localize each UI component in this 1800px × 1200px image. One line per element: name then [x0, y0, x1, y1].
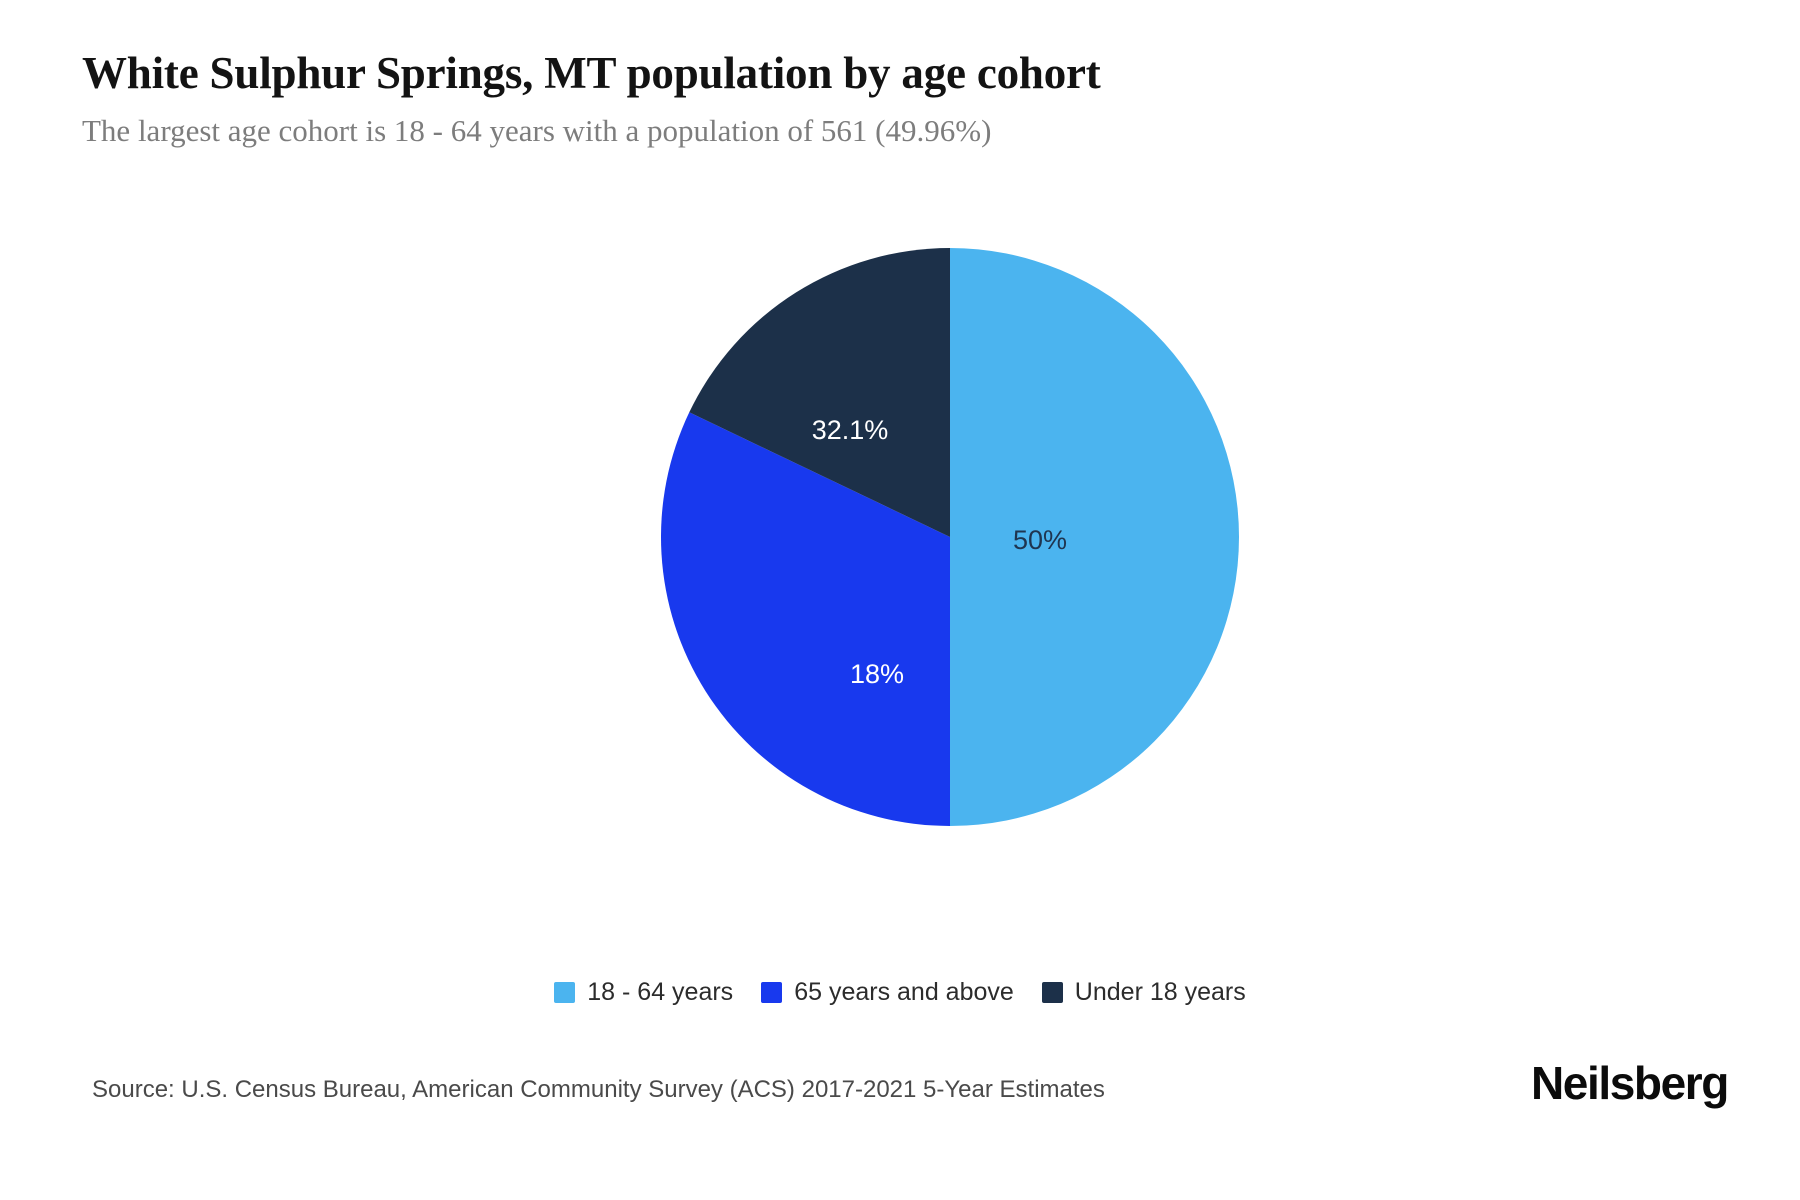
legend-item[interactable]: 18 - 64 years: [554, 978, 733, 1007]
legend-swatch-icon: [761, 982, 783, 1003]
legend-item[interactable]: Under 18 years: [1041, 978, 1246, 1007]
chart-legend: 18 - 64 years 65 years and above Under 18 …: [0, 978, 1800, 1007]
pie-slice-label: 18%: [850, 659, 904, 689]
pie-slice[interactable]: [660, 412, 950, 826]
pie-chart-svg: 50% 32.1% 18%: [660, 248, 1239, 826]
source-note: Source: U.S. Census Bureau, American Com…: [92, 1076, 1105, 1103]
legend-swatch-icon: [1041, 982, 1063, 1003]
legend-item-label: 18 - 64 years: [587, 978, 734, 1006]
legend-swatch-icon: [554, 982, 576, 1003]
legend-item-label: Under 18 years: [1074, 978, 1246, 1006]
pie-slice[interactable]: [950, 248, 1239, 826]
legend-item-label: 65 years and above: [794, 978, 1014, 1006]
pie-slice[interactable]: [689, 248, 950, 537]
chart-header: White Sulphur Springs, MT population by …: [82, 48, 1722, 150]
pie-svg-container: 50% 32.1% 18%: [645, 232, 1255, 842]
chart-subtitle: The largest age cohort is 18 - 64 years …: [82, 113, 992, 149]
pie-slice-label: 32.1%: [812, 415, 889, 445]
neilsberg-logo: Neilsberg: [1530, 1057, 1729, 1109]
pie-plot-area: 50% 32.1% 18%: [0, 232, 1800, 852]
legend-item[interactable]: 65 years and above: [761, 978, 1014, 1007]
page-title: White Sulphur Springs, MT population by …: [82, 48, 1101, 98]
pie-slice-label: 50%: [1013, 525, 1067, 555]
